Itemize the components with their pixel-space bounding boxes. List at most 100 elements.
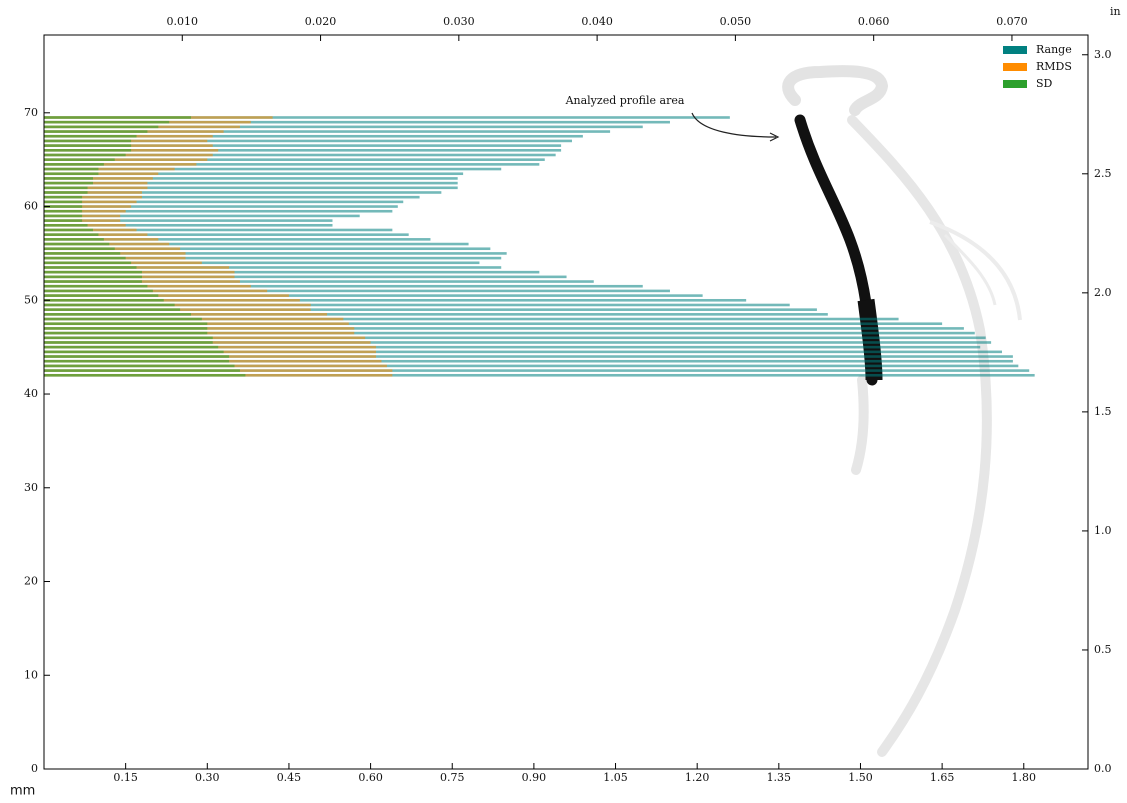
y-tick-label: 40 (24, 387, 38, 400)
bar (44, 350, 1002, 354)
bar (44, 252, 121, 255)
bar (44, 327, 964, 330)
x-tick-label: 0.60 (358, 771, 383, 784)
y-tick-label: 50 (24, 293, 38, 306)
bar (44, 219, 333, 222)
x-tick-label: 0.15 (113, 771, 138, 784)
bar (44, 261, 132, 265)
bar (44, 209, 83, 213)
bar (44, 200, 404, 204)
bar (44, 186, 88, 190)
bar (44, 303, 175, 307)
x-tick-label: 1.05 (603, 771, 628, 784)
bar (44, 233, 409, 236)
bar (44, 317, 899, 321)
bar (44, 177, 458, 180)
bar (44, 158, 115, 161)
bar (44, 167, 99, 171)
bar (44, 228, 393, 232)
bar (44, 313, 828, 316)
bar (44, 359, 1013, 363)
bar (44, 294, 159, 297)
bar (44, 294, 703, 297)
bar (44, 191, 442, 194)
bar (44, 266, 137, 269)
bar (44, 364, 235, 368)
legend-label: Range (1036, 43, 1072, 56)
bar (44, 298, 300, 302)
bar (44, 181, 148, 185)
bar (44, 336, 213, 340)
bar (44, 134, 583, 138)
bar (44, 275, 567, 279)
bar (44, 298, 747, 302)
x-tick-label: 1.20 (685, 771, 710, 784)
bar (44, 205, 398, 208)
x-tick-label: 1.80 (1012, 771, 1037, 784)
bar (44, 317, 202, 321)
bar (44, 153, 213, 157)
bar (44, 172, 159, 176)
bar (44, 172, 99, 176)
bar (44, 322, 208, 326)
x2-tick-label: 0.050 (720, 15, 752, 28)
x-tick-label: 0.90 (522, 771, 547, 784)
arrow-head (769, 132, 780, 142)
bar (44, 322, 943, 326)
bar (44, 242, 469, 246)
bar (44, 355, 230, 358)
bar (44, 373, 1035, 377)
y2-tick-label: 0.5 (1094, 643, 1112, 656)
profile-image (782, 65, 1022, 757)
x2-tick-label: 0.040 (581, 15, 613, 28)
y-tick-label: 60 (24, 200, 38, 213)
bar (44, 130, 148, 133)
bar (44, 195, 420, 199)
bar (44, 284, 643, 288)
y-tick-label: 70 (24, 106, 38, 119)
bar (44, 195, 142, 199)
x-tick-label: 0.75 (440, 771, 465, 784)
bar (44, 205, 83, 208)
bars (44, 116, 1035, 377)
bar (44, 205, 132, 208)
bar (44, 280, 142, 283)
bar (44, 163, 540, 166)
y2-tick-label: 3.0 (1094, 48, 1112, 61)
bar (44, 120, 170, 124)
x-tick-label: 1.65 (930, 771, 955, 784)
bar (44, 252, 507, 255)
x-tick-label: 0.45 (277, 771, 302, 784)
bar (44, 223, 333, 227)
bar (44, 167, 175, 171)
y-tick-label: 0 (31, 762, 38, 775)
bar (44, 181, 93, 185)
x-tick-label: 1.35 (767, 771, 792, 784)
plot-frame (43, 34, 1089, 770)
bar (44, 163, 104, 166)
y2-tick-label: 0.0 (1094, 762, 1112, 775)
bar (44, 149, 562, 152)
bar (44, 308, 817, 311)
bar (44, 223, 88, 227)
bar (44, 163, 197, 166)
bar (44, 158, 208, 161)
bar (44, 144, 132, 147)
bar (44, 228, 93, 232)
bar (44, 125, 643, 129)
bar (44, 336, 986, 340)
bar (44, 149, 132, 152)
bar (44, 139, 572, 143)
bar (44, 270, 142, 274)
bar (44, 139, 132, 143)
bar (44, 247, 491, 251)
bar (44, 177, 153, 180)
y-tick-label: 10 (24, 668, 38, 681)
bar (44, 331, 975, 335)
bar (44, 153, 126, 157)
bar (44, 116, 730, 119)
legend-label: SD (1036, 77, 1053, 90)
bar (44, 186, 148, 190)
bar (44, 120, 670, 124)
x2-tick-label: 0.070 (996, 15, 1028, 28)
